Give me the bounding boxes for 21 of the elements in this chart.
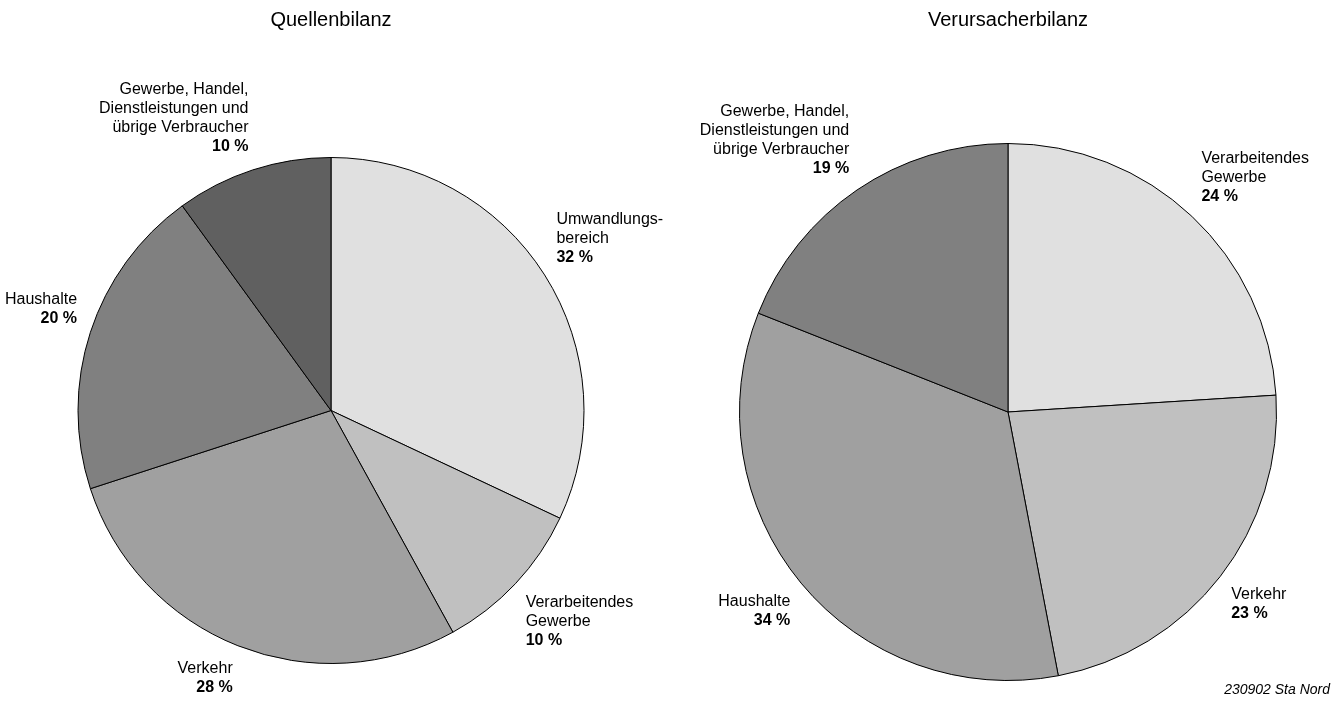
chart-title: Quellenbilanz xyxy=(270,7,392,30)
text: 230902 Sta Nord xyxy=(1223,680,1332,697)
data-label: 28 % xyxy=(196,677,233,695)
slice-label: Gewerbe, Handel, Dienstleistungen und übrige Verbraucher xyxy=(99,80,250,136)
data-label: 10 % xyxy=(212,137,249,155)
data-label: 34 % xyxy=(753,610,791,628)
data-label: 19 % xyxy=(812,159,850,177)
data-label: 10 % xyxy=(525,631,563,649)
slice-label: Verarbeitendes Gewerbe xyxy=(525,593,634,630)
slice-label: Gewerbe, Handel, Dienstleistungen und übrige Verbraucher xyxy=(699,102,850,158)
chart-title: Verursacherbilanz xyxy=(927,7,1089,30)
data-label: 23 % xyxy=(1231,604,1268,622)
data-label: 24 % xyxy=(1201,186,1238,204)
slice-label: Verkehr xyxy=(177,658,234,676)
data-label: 20 % xyxy=(40,308,78,326)
slice-label: Umwandlungs- bereich xyxy=(556,210,664,247)
data-label: 32 % xyxy=(556,248,593,266)
slice-label: Verkehr xyxy=(1231,585,1288,603)
slice-label: Verarbeitendes Gewerbe xyxy=(1201,148,1310,185)
slice-label: Haushalte xyxy=(718,591,791,609)
slice-label: Haushalte xyxy=(5,289,78,307)
